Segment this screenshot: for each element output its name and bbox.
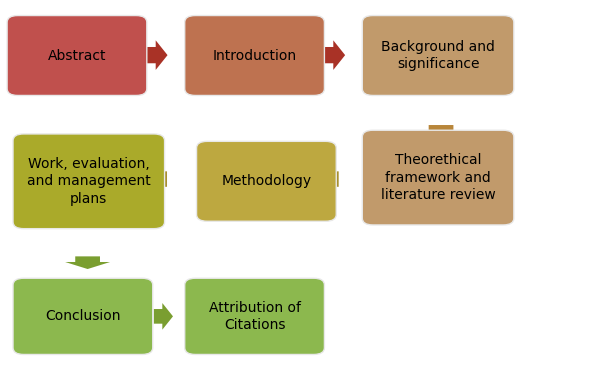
- Text: Work, evaluation,
and management
plans: Work, evaluation, and management plans: [27, 157, 151, 206]
- Polygon shape: [324, 40, 345, 70]
- Polygon shape: [419, 125, 464, 138]
- Text: Conclusion: Conclusion: [45, 309, 121, 323]
- FancyBboxPatch shape: [185, 16, 324, 95]
- Polygon shape: [146, 40, 168, 70]
- FancyBboxPatch shape: [362, 16, 514, 95]
- FancyBboxPatch shape: [7, 16, 147, 95]
- Text: Abstract: Abstract: [48, 48, 106, 63]
- FancyBboxPatch shape: [197, 141, 336, 221]
- Text: Methodology: Methodology: [221, 174, 311, 188]
- Text: Theorethical
framework and
literature review: Theorethical framework and literature re…: [381, 153, 496, 202]
- Text: Introduction: Introduction: [213, 48, 297, 63]
- FancyBboxPatch shape: [13, 278, 153, 354]
- Polygon shape: [318, 165, 339, 193]
- Polygon shape: [154, 303, 173, 330]
- Text: Background and
significance: Background and significance: [381, 40, 495, 71]
- Polygon shape: [147, 165, 167, 193]
- Polygon shape: [65, 256, 110, 269]
- Text: Attribution of
Citations: Attribution of Citations: [208, 301, 301, 332]
- FancyBboxPatch shape: [13, 134, 165, 229]
- FancyBboxPatch shape: [362, 130, 514, 225]
- FancyBboxPatch shape: [185, 278, 324, 354]
